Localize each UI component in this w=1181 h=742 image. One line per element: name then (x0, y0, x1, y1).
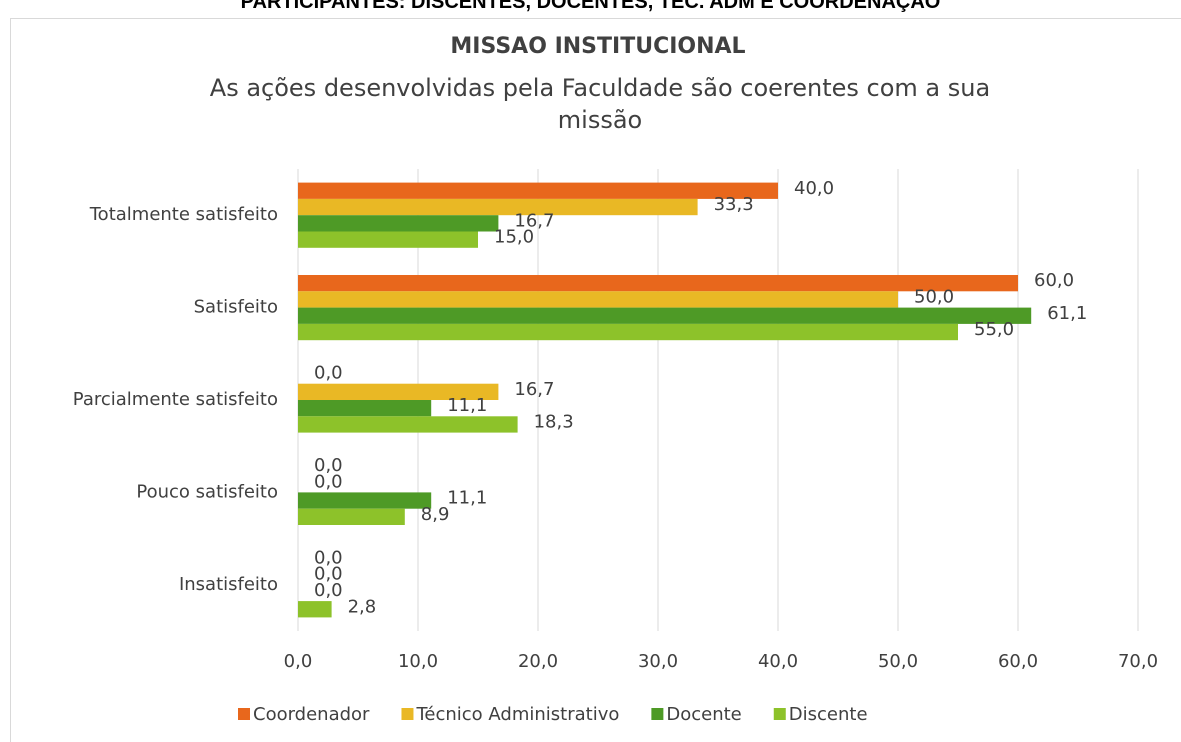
data-label: 61,1 (1047, 303, 1087, 324)
header: PARTICIPANTES: DISCENTES, DOCENTES, TÉC.… (240, 0, 941, 13)
x-tick-label: 60,0 (998, 651, 1038, 672)
bar (298, 275, 1018, 292)
data-label: 15,0 (494, 227, 534, 248)
x-tick-label: 0,0 (284, 651, 313, 672)
legend-swatch (773, 708, 786, 720)
legend-swatch (238, 708, 250, 720)
data-label: 18,3 (534, 411, 574, 432)
y-tick-label: Totalmente satisfeito (89, 204, 278, 225)
data-label: 2,8 (348, 596, 377, 617)
data-label: 40,0 (794, 178, 834, 199)
x-tick-label: 20,0 (518, 651, 558, 672)
bar (298, 182, 778, 199)
data-label: 0,0 (314, 580, 343, 601)
bar (298, 508, 405, 525)
bar (298, 291, 898, 308)
bar (298, 400, 432, 417)
legend-swatch (651, 708, 664, 720)
data-label: 60,0 (1034, 270, 1074, 291)
chart-frame (10, 18, 1181, 742)
data-label: 16,7 (514, 210, 554, 231)
data-label: 0,0 (314, 363, 343, 384)
bar (298, 601, 332, 618)
x-tick-label: 50,0 (878, 651, 918, 672)
bar (298, 323, 958, 341)
data-label: 11,1 (447, 395, 487, 416)
data-label: 33,3 (714, 194, 754, 215)
y-tick-label: Pouco satisfeito (136, 481, 278, 502)
legend-swatch (401, 708, 414, 720)
bar (298, 383, 499, 400)
data-label: 0,0 (314, 455, 343, 476)
data-label: 50,0 (914, 286, 954, 307)
data-label: 0,0 (314, 471, 343, 492)
data-label: 11,1 (447, 488, 487, 509)
bar (298, 307, 1032, 324)
chart-subtitle: As ações desenvolvidas pela Faculdade sã… (209, 74, 991, 134)
legend-label: Coordenador (253, 704, 370, 725)
legend-label: Técnico Administrativo (415, 704, 619, 725)
y-tick-label: Parcialmente satisfeito (73, 389, 278, 410)
bar (298, 215, 499, 232)
x-tick-label: 10,0 (398, 651, 438, 672)
data-label: 16,7 (514, 379, 554, 400)
data-label: 55,0 (974, 319, 1014, 340)
data-label: 0,0 (314, 564, 343, 585)
bar (298, 492, 432, 509)
y-tick-label: Satisfeito (194, 297, 278, 318)
x-tick-label: 40,0 (758, 651, 798, 672)
bar (298, 416, 518, 433)
data-label: 8,9 (421, 504, 450, 525)
data-label: 0,0 (314, 547, 343, 568)
y-tick-label: Insatisfeito (179, 574, 278, 595)
bar (298, 198, 698, 216)
legend-label: Docente (666, 704, 741, 725)
legend-label: Discente (789, 704, 868, 725)
x-tick-label: 30,0 (638, 651, 678, 672)
bar (298, 231, 478, 248)
x-tick-label: 70,0 (1118, 651, 1158, 672)
chart-title: MISSAO INSTITUCIONAL (450, 34, 745, 59)
